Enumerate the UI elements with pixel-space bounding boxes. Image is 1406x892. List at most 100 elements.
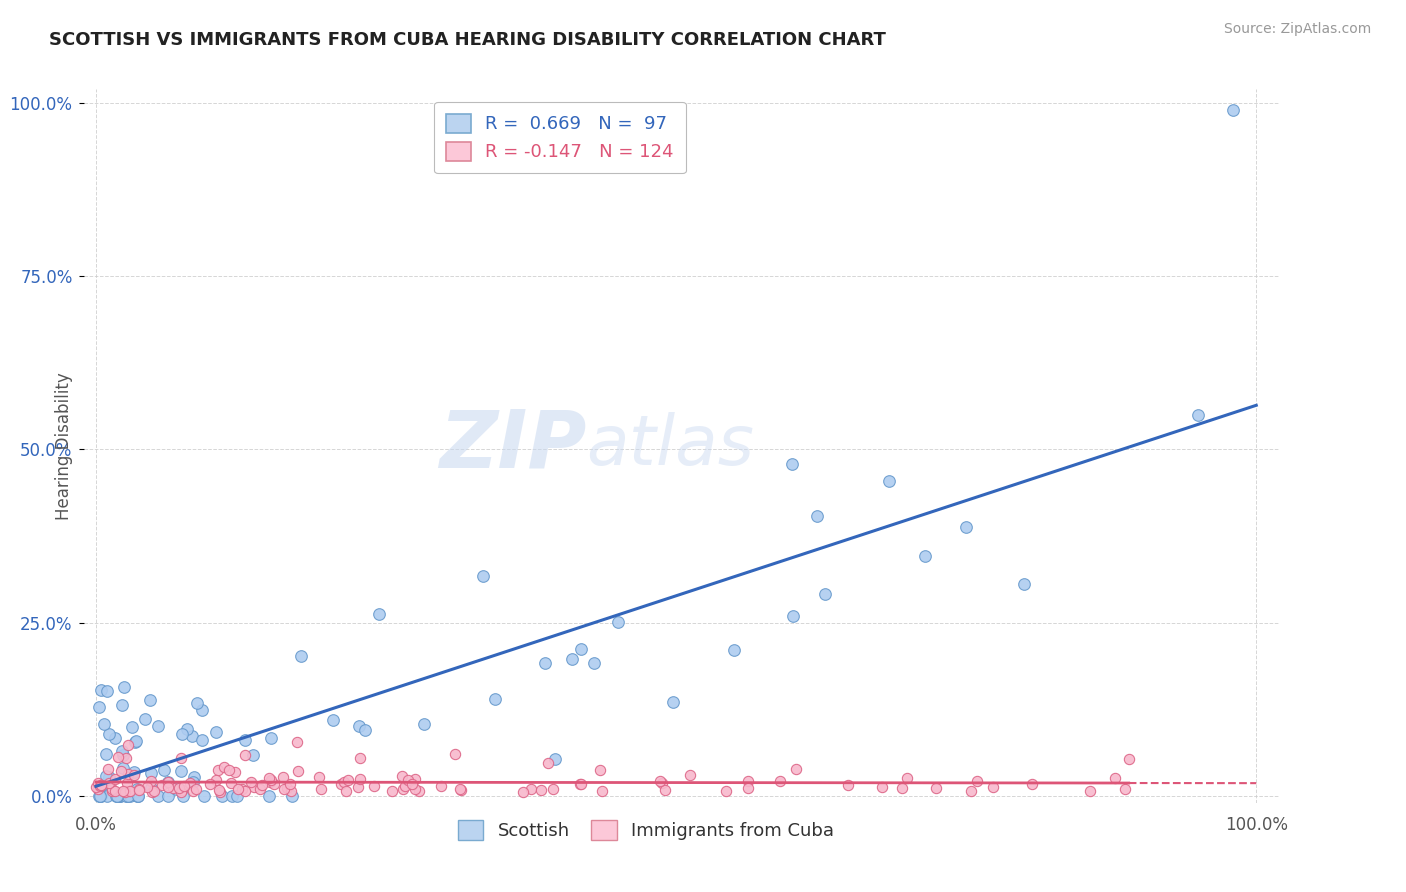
Point [1012, 577, 1035, 591]
Point [186, 696, 208, 710]
Point [205, 725, 228, 739]
Point [363, 780, 385, 794]
Point [87, 782, 110, 797]
Point [955, 520, 977, 534]
Point [224, 764, 246, 779]
Point [408, 783, 430, 797]
Point [89, 779, 111, 793]
Point [870, 780, 893, 794]
Point [183, 770, 205, 784]
Point [125, 734, 148, 748]
Point [111, 698, 134, 713]
Point [152, 778, 174, 792]
Point [124, 735, 146, 749]
Point [785, 762, 807, 776]
Point [259, 789, 281, 803]
Point [335, 784, 357, 798]
Point [117, 789, 139, 803]
Point [114, 783, 136, 797]
Point [914, 549, 936, 563]
Point [111, 744, 134, 758]
Point [90, 682, 112, 697]
Point [139, 692, 162, 706]
Point [180, 729, 202, 743]
Point [650, 773, 672, 788]
Point [308, 770, 330, 784]
Text: Source: ZipAtlas.com: Source: ZipAtlas.com [1223, 22, 1371, 37]
Point [193, 789, 215, 803]
Point [1187, 408, 1209, 422]
Point [589, 764, 612, 778]
Point [396, 773, 419, 788]
Point [233, 784, 256, 798]
Point [723, 643, 745, 657]
Point [118, 789, 141, 803]
Point [537, 756, 560, 770]
Point [569, 642, 592, 657]
Point [259, 774, 281, 789]
Point [349, 751, 371, 765]
Y-axis label: Hearing Disability: Hearing Disability [55, 372, 73, 520]
Point [89, 699, 111, 714]
Point [837, 778, 859, 792]
Point [285, 735, 308, 749]
Point [198, 776, 221, 790]
Point [94, 747, 117, 762]
Point [780, 457, 803, 471]
Point [219, 776, 242, 790]
Point [583, 657, 606, 671]
Point [260, 731, 283, 746]
Point [543, 782, 565, 797]
Point [104, 783, 127, 797]
Point [391, 782, 413, 797]
Point [1114, 782, 1136, 797]
Point [444, 747, 467, 762]
Point [354, 723, 377, 738]
Point [235, 747, 257, 762]
Point [127, 789, 149, 803]
Point [242, 748, 264, 763]
Point [176, 722, 198, 736]
Point [117, 738, 139, 752]
Point [401, 777, 423, 791]
Point [172, 789, 194, 803]
Text: SCOTTISH VS IMMIGRANTS FROM CUBA HEARING DISABILITY CORRELATION CHART: SCOTTISH VS IMMIGRANTS FROM CUBA HEARING… [49, 31, 886, 49]
Point [311, 781, 333, 796]
Point [679, 768, 702, 782]
Point [661, 695, 683, 709]
Point [243, 780, 266, 795]
Point [84, 780, 107, 795]
Point [591, 784, 613, 798]
Point [404, 772, 426, 786]
Point [240, 775, 263, 789]
Point [146, 789, 169, 803]
Point [107, 750, 129, 764]
Point [104, 772, 127, 787]
Point [347, 719, 370, 733]
Point [654, 783, 676, 797]
Point [394, 779, 416, 793]
Point [891, 780, 914, 795]
Point [91, 778, 114, 792]
Point [329, 777, 352, 791]
Point [96, 789, 118, 803]
Point [877, 474, 900, 488]
Point [484, 692, 506, 706]
Point [108, 789, 131, 803]
Point [162, 780, 184, 795]
Point [96, 683, 118, 698]
Point [122, 786, 145, 800]
Point [173, 779, 195, 793]
Point [139, 765, 162, 780]
Point [520, 781, 543, 796]
Point [170, 785, 193, 799]
Point [115, 750, 138, 764]
Point [181, 784, 204, 798]
Point [111, 784, 134, 798]
Point [391, 769, 413, 783]
Point [737, 774, 759, 789]
Point [209, 785, 232, 799]
Point [737, 780, 759, 795]
Point [276, 781, 298, 796]
Point [512, 785, 534, 799]
